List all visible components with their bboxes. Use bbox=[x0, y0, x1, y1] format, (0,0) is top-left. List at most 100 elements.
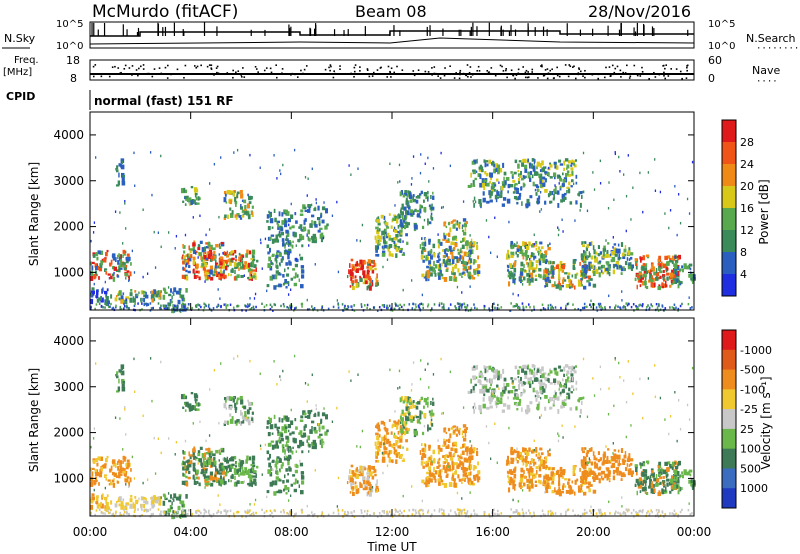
freq-point bbox=[270, 71, 273, 74]
freq-point bbox=[614, 67, 617, 70]
power-cell bbox=[496, 307, 499, 310]
velocity-cell bbox=[236, 399, 239, 405]
power-cell bbox=[518, 195, 521, 200]
power-cell bbox=[612, 263, 616, 269]
power-cell bbox=[453, 219, 457, 222]
power-cell bbox=[547, 279, 551, 283]
power-cell bbox=[104, 268, 108, 271]
power-cell bbox=[344, 304, 346, 308]
power-cell bbox=[318, 223, 321, 227]
power-cell bbox=[155, 293, 159, 298]
power-cell bbox=[293, 282, 297, 287]
power-cell bbox=[112, 253, 116, 259]
velocity-cell bbox=[510, 450, 512, 454]
velocity-cell bbox=[588, 488, 591, 493]
velocity-cell bbox=[552, 476, 555, 481]
power-cell bbox=[157, 231, 160, 235]
freq-point bbox=[368, 75, 371, 78]
power-cell bbox=[428, 250, 433, 254]
velocity-cell bbox=[308, 444, 311, 448]
velocity-cell bbox=[285, 492, 288, 495]
power-cell bbox=[679, 221, 682, 225]
velocity-cell bbox=[547, 485, 551, 489]
power-cell bbox=[282, 282, 285, 286]
power-cell bbox=[455, 307, 458, 311]
velocity-cell bbox=[444, 461, 446, 464]
power-cell bbox=[233, 261, 237, 267]
velocity-cell bbox=[348, 475, 350, 481]
power-cell bbox=[412, 198, 417, 203]
velocity-cell bbox=[281, 448, 285, 453]
power-cell bbox=[186, 262, 188, 265]
velocity-cell bbox=[561, 399, 566, 404]
power-cell bbox=[580, 272, 584, 276]
freq-point bbox=[612, 73, 614, 76]
power-cell bbox=[118, 163, 122, 167]
power-cell bbox=[513, 267, 517, 273]
power-cell bbox=[94, 263, 97, 268]
velocity-cell bbox=[403, 412, 407, 417]
power-cell bbox=[398, 307, 401, 311]
velocity-cell bbox=[234, 406, 238, 411]
power-cell bbox=[457, 268, 460, 273]
power-cell bbox=[572, 259, 576, 264]
power-cell bbox=[300, 209, 304, 213]
power-cell bbox=[304, 209, 309, 213]
power-cell bbox=[234, 200, 238, 205]
velocity-cell bbox=[209, 475, 213, 481]
velocity-cell bbox=[239, 420, 243, 426]
power-cell bbox=[594, 266, 597, 271]
power-cell bbox=[183, 187, 186, 193]
power-cell bbox=[185, 263, 188, 268]
freq-point bbox=[390, 67, 393, 70]
velocity-cell bbox=[526, 404, 530, 410]
power-cell bbox=[589, 303, 591, 307]
power-cell bbox=[412, 155, 415, 158]
velocity-cell bbox=[553, 399, 555, 405]
power-cell bbox=[366, 266, 370, 269]
power-cell bbox=[669, 209, 672, 212]
velocity-cell bbox=[198, 482, 201, 487]
velocity-cell bbox=[479, 388, 483, 394]
velocity-cell bbox=[114, 503, 118, 508]
freq-point bbox=[531, 68, 534, 71]
velocity-cell bbox=[251, 482, 253, 488]
power-cell bbox=[433, 260, 435, 266]
power-cell bbox=[469, 234, 471, 237]
power-cell bbox=[469, 258, 473, 264]
power-cell bbox=[543, 274, 546, 279]
power-cell bbox=[628, 265, 631, 268]
velocity-cell bbox=[469, 481, 472, 486]
power-cell bbox=[415, 195, 417, 199]
power-cell bbox=[320, 237, 323, 243]
power-cell bbox=[469, 265, 472, 270]
power-cell bbox=[145, 302, 148, 305]
power-cell bbox=[371, 279, 374, 283]
power-cell bbox=[620, 242, 624, 247]
power-cell bbox=[320, 232, 324, 238]
velocity-cell bbox=[267, 457, 270, 461]
power-cell bbox=[545, 258, 548, 263]
power-cell bbox=[239, 256, 243, 260]
power-cell bbox=[442, 258, 446, 264]
power-cell bbox=[449, 227, 452, 233]
power-cell bbox=[663, 276, 665, 279]
power-cell bbox=[386, 306, 388, 310]
velocity-data bbox=[90, 354, 696, 520]
power-cell bbox=[167, 303, 172, 307]
power-cell bbox=[456, 259, 459, 263]
velocity-cell bbox=[252, 466, 254, 472]
power-cell bbox=[185, 198, 189, 201]
power-cell bbox=[526, 272, 530, 277]
velocity-cell bbox=[275, 460, 279, 465]
power-cell bbox=[493, 163, 496, 168]
velocity-cell bbox=[314, 430, 318, 434]
velocity-cell bbox=[122, 468, 126, 471]
power-cell bbox=[507, 184, 510, 188]
power-cell bbox=[676, 255, 679, 259]
velocity-cell bbox=[234, 481, 238, 487]
power-cell bbox=[461, 226, 464, 230]
power-cell bbox=[90, 298, 94, 304]
freq-point bbox=[300, 69, 302, 72]
velocity-cell bbox=[309, 429, 312, 433]
